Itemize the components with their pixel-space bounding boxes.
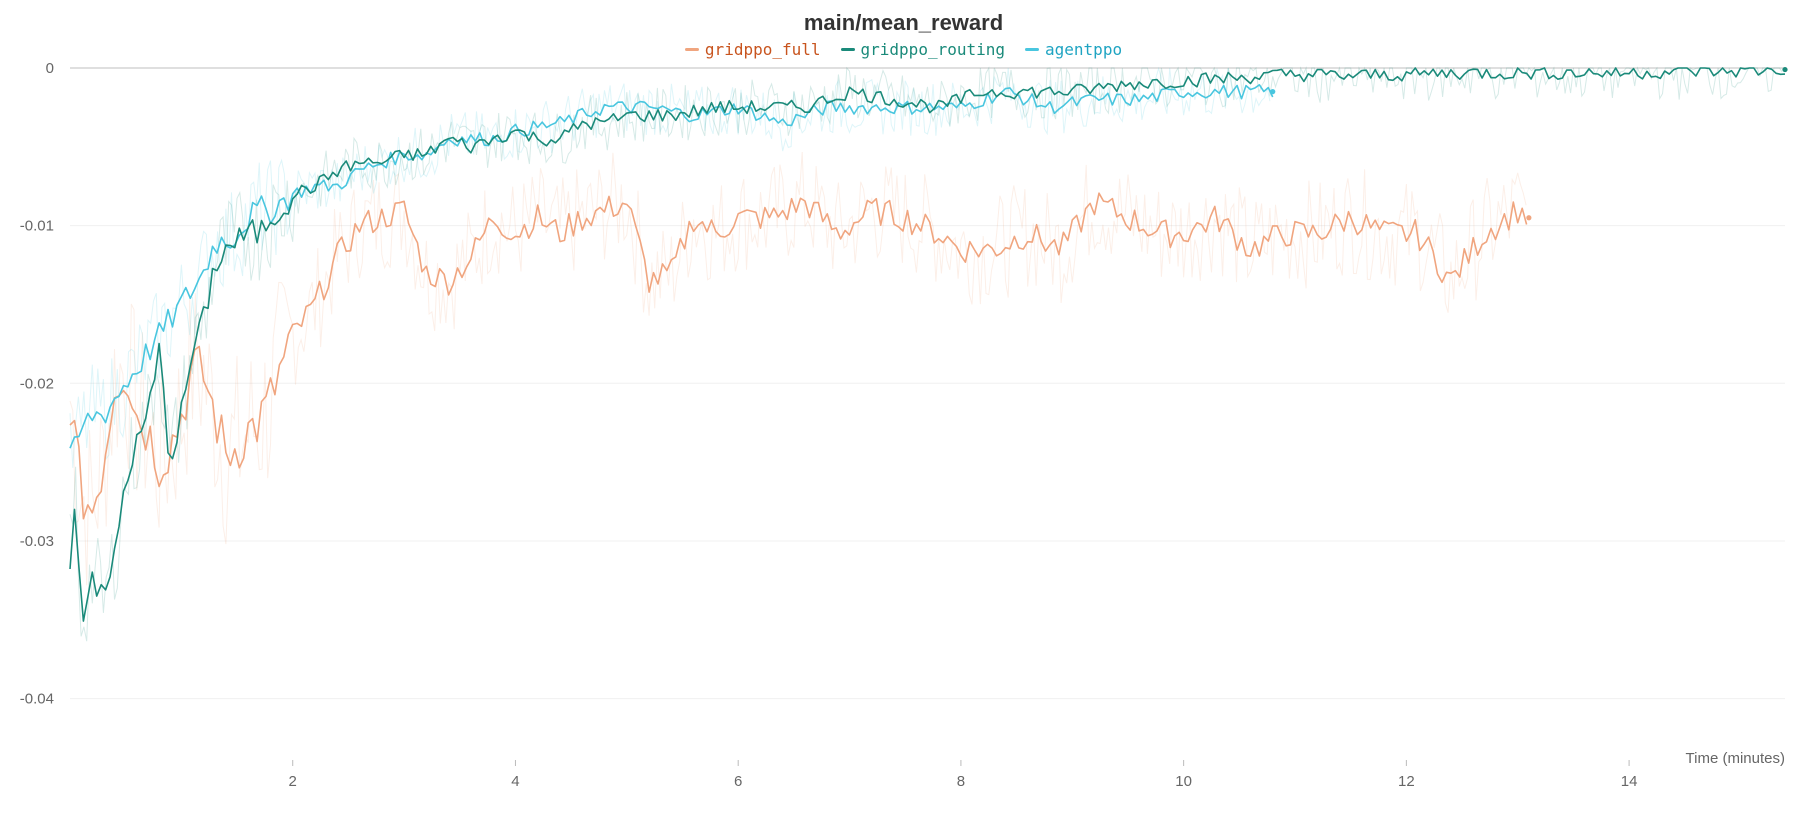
x-tick-label: 10 bbox=[1175, 773, 1192, 790]
raw-series-gridppo_full bbox=[69, 151, 1527, 586]
x-tick-label: 6 bbox=[734, 773, 742, 790]
y-tick-label: -0.04 bbox=[20, 691, 54, 708]
legend: gridppo_full gridppo_routing agentppo bbox=[0, 40, 1807, 59]
x-tick-label: 8 bbox=[957, 773, 965, 790]
series-line-gridppo_routing[interactable] bbox=[69, 67, 1786, 622]
x-tick-label: 2 bbox=[289, 773, 297, 790]
legend-label-gridppo-routing: gridppo_routing bbox=[860, 40, 1006, 59]
legend-label-agentppo: agentppo bbox=[1045, 40, 1123, 59]
y-axis-ticks: 0 -0.01 -0.02 -0.03 -0.04 bbox=[20, 60, 54, 708]
legend-swatch-gridppo-routing bbox=[840, 48, 855, 51]
series-line-gridppo_full[interactable] bbox=[69, 192, 1528, 520]
legend-label-gridppo-full: gridppo_full bbox=[704, 40, 821, 59]
x-tick-label: 4 bbox=[511, 773, 519, 790]
legend-item-agentppo[interactable]: agentppo bbox=[1025, 40, 1122, 59]
legend-swatch-gridppo-full bbox=[684, 48, 699, 51]
x-tick-label: 12 bbox=[1398, 773, 1415, 790]
y-tick-label: -0.01 bbox=[20, 218, 54, 235]
chart-title: main/mean_reward bbox=[803, 10, 1004, 35]
legend-swatch-agentppo bbox=[1025, 48, 1040, 51]
x-axis-ticks: 2 4 6 8 10 12 14 bbox=[289, 760, 1638, 790]
y-tick-label: 0 bbox=[46, 60, 54, 77]
series-endpoint-gridppo_routing bbox=[1782, 66, 1788, 73]
y-tick-label: -0.02 bbox=[20, 375, 54, 392]
legend-item-gridppo-routing[interactable]: gridppo_routing bbox=[840, 40, 1006, 59]
y-tick-label: -0.03 bbox=[20, 533, 54, 550]
raw-series-agentppo bbox=[69, 66, 1271, 468]
raw-series-gridppo_routing bbox=[69, 66, 1783, 642]
series-endpoint-agentppo bbox=[1270, 89, 1276, 95]
legend-item-gridppo-full[interactable]: gridppo_full bbox=[684, 40, 821, 59]
x-axis-label: Time (minutes) bbox=[1686, 750, 1785, 767]
series-layer bbox=[69, 66, 1788, 622]
raw-series-layer bbox=[69, 66, 1783, 642]
series-endpoint-gridppo_full bbox=[1526, 215, 1532, 221]
x-tick-label: 14 bbox=[1621, 773, 1638, 790]
